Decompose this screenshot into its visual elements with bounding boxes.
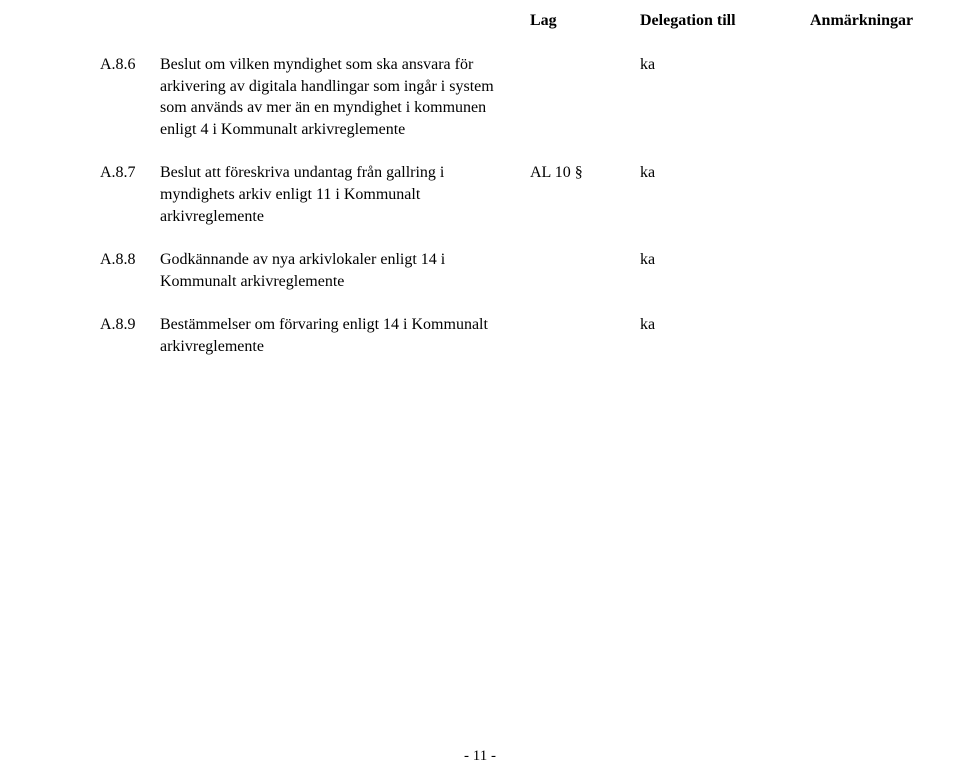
item-number: A.8.7 — [100, 162, 160, 227]
header-lag: Lag — [530, 12, 640, 30]
item-text: Bestämmelser om förvaring enligt 14 i Ko… — [160, 314, 530, 357]
table-row: A.8.8 Godkännande av nya arkivlokaler en… — [100, 249, 880, 292]
item-text: Beslut om vilken myndighet som ska ansva… — [160, 54, 530, 140]
item-number: A.8.8 — [100, 249, 160, 292]
header-anm: Anmärkningar — [810, 12, 913, 30]
item-number: A.8.6 — [100, 54, 160, 140]
header-spacer-num — [100, 12, 160, 30]
item-delegation: ka — [640, 249, 810, 292]
header-spacer-text — [160, 12, 530, 30]
item-lag — [530, 314, 640, 357]
item-delegation: ka — [640, 162, 810, 227]
item-text: Beslut att föreskriva undantag från gall… — [160, 162, 530, 227]
item-delegation: ka — [640, 314, 810, 357]
table-row: A.8.7 Beslut att föreskriva undantag frå… — [100, 162, 880, 227]
item-lag — [530, 249, 640, 292]
header-delegation: Delegation till — [640, 12, 810, 30]
table-row: A.8.9 Bestämmelser om förvaring enligt 1… — [100, 314, 880, 357]
item-lag — [530, 54, 640, 140]
table-row: A.8.6 Beslut om vilken myndighet som ska… — [100, 54, 880, 140]
item-number: A.8.9 — [100, 314, 160, 357]
item-lag: AL 10 § — [530, 162, 640, 227]
item-text: Godkännande av nya arkivlokaler enligt 1… — [160, 249, 530, 292]
item-delegation: ka — [640, 54, 810, 140]
page-number: - 11 - — [0, 748, 960, 765]
table-header: Lag Delegation till Anmärkningar — [100, 12, 880, 30]
